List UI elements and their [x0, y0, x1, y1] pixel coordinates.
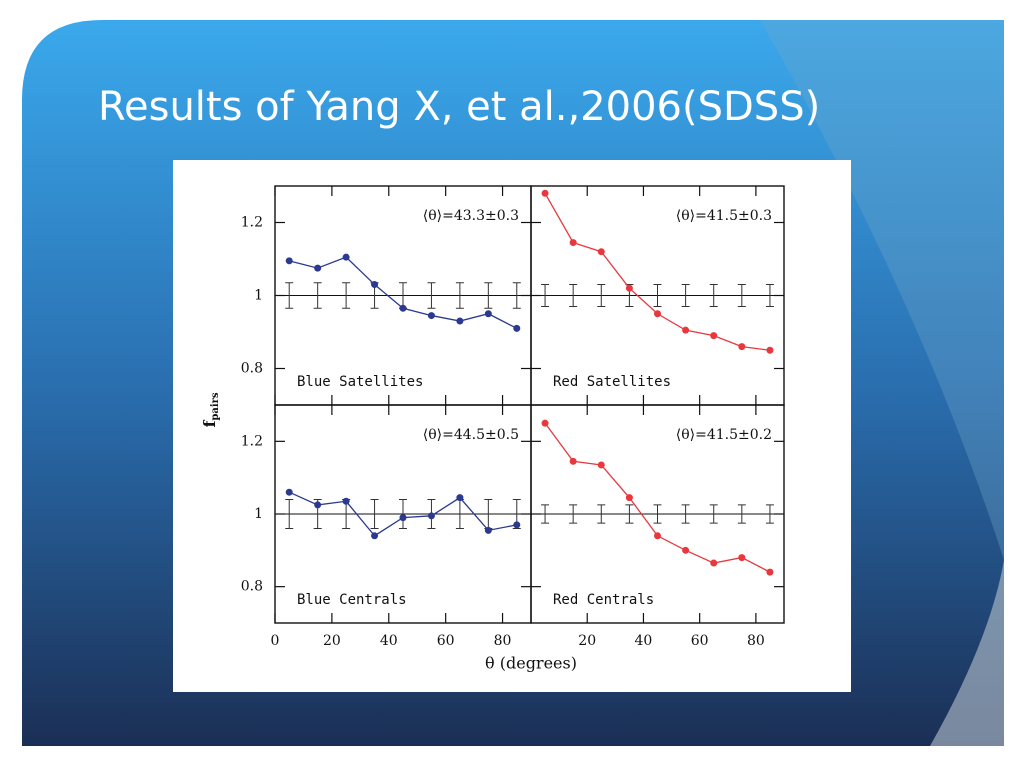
- panel-annotation: ⟨θ⟩=41.5±0.2: [676, 427, 772, 443]
- data-point: [513, 324, 521, 332]
- data-point: [427, 512, 435, 520]
- y-tick-label: 1: [254, 506, 263, 522]
- x-tick-label: 40: [635, 633, 653, 649]
- panel-label: Red Satellites: [553, 374, 671, 390]
- error-bar: [399, 498, 407, 530]
- panel-annotation: ⟨θ⟩=43.3±0.3: [423, 208, 519, 224]
- data-point: [766, 346, 774, 354]
- data-point: [738, 554, 746, 562]
- x-tick-label: 20: [323, 633, 341, 649]
- error-bar: [653, 284, 662, 307]
- error-bar: [569, 284, 578, 307]
- x-tick-label: 60: [437, 633, 455, 649]
- x-tick-label: 80: [747, 633, 765, 649]
- x-tick-label: 60: [691, 633, 709, 649]
- data-point: [399, 514, 407, 522]
- data-point: [285, 488, 293, 496]
- data-point: [342, 497, 350, 505]
- error-bar: [709, 504, 718, 524]
- panel-label: Blue Satellites: [297, 374, 423, 390]
- data-point: [766, 568, 774, 576]
- y-tick-label: 1: [254, 288, 263, 304]
- error-bar: [484, 282, 493, 309]
- x-axis-label: θ (degrees): [485, 654, 577, 673]
- panel-label: Blue Centrals: [297, 592, 407, 608]
- error-bar: [597, 284, 606, 307]
- error-bar: [653, 504, 662, 524]
- data-point: [371, 532, 379, 540]
- y-tick-label: 1.2: [241, 433, 263, 449]
- error-bar: [427, 282, 436, 309]
- data-point: [513, 521, 521, 529]
- slide-title: Results of Yang X, et al.,2006(SDSS): [98, 84, 820, 130]
- error-bar: [625, 504, 634, 524]
- error-bar: [285, 282, 294, 309]
- error-bar: [541, 504, 550, 524]
- figure-background: [173, 160, 851, 692]
- data-point: [710, 559, 718, 567]
- error-bar: [512, 282, 521, 309]
- y-axis-label: fpairs: [200, 392, 221, 427]
- data-point: [654, 532, 661, 540]
- data-point: [484, 310, 492, 318]
- data-point: [710, 332, 718, 340]
- decor: [930, 560, 1004, 746]
- data-point: [569, 239, 577, 247]
- data-point: [484, 526, 492, 534]
- x-tick-label: 40: [380, 633, 398, 649]
- y-tick-label: 0.8: [241, 361, 263, 377]
- y-tick-label: 1.2: [241, 215, 263, 231]
- y-axis-label-main: f: [200, 420, 219, 428]
- data-point: [314, 264, 322, 272]
- error-bar: [541, 284, 550, 307]
- error-bar: [597, 504, 606, 524]
- data-point: [371, 281, 379, 289]
- data-point: [738, 343, 746, 351]
- error-bar: [569, 504, 578, 524]
- panel-annotation: ⟨θ⟩=44.5±0.5: [423, 427, 519, 443]
- y-axis-label-sub: pairs: [210, 392, 221, 421]
- figure: fpairs θ (degrees) 0.8 1 1.2 ⟨θ⟩=43.3±0.3 Bl…: [200, 185, 785, 673]
- data-point: [625, 494, 633, 502]
- data-point: [625, 284, 633, 292]
- data-point: [569, 457, 577, 465]
- error-bar: [313, 282, 322, 309]
- error-bar: [455, 282, 464, 309]
- data-point: [597, 461, 605, 469]
- panel-label: Red Centrals: [553, 592, 654, 608]
- error-bar: [709, 284, 718, 307]
- data-point: [285, 257, 293, 265]
- data-point: [342, 253, 350, 261]
- decor: [760, 20, 1004, 560]
- y-tick-label: 0.8: [241, 579, 263, 595]
- data-point: [427, 312, 435, 320]
- error-bar: [285, 498, 294, 530]
- error-bar: [342, 282, 351, 309]
- error-bar: [737, 504, 746, 524]
- error-bar: [681, 284, 690, 307]
- error-bar: [737, 284, 746, 307]
- data-point: [314, 501, 322, 509]
- data-point: [541, 189, 549, 197]
- data-point: [682, 546, 690, 554]
- x-tick-label: 20: [578, 633, 596, 649]
- data-point: [456, 317, 464, 325]
- error-bar: [765, 284, 774, 307]
- error-bar: [370, 498, 379, 530]
- data-point: [399, 304, 407, 312]
- data-point: [597, 248, 605, 256]
- x-tick-label: 80: [494, 633, 512, 649]
- data-point: [541, 419, 549, 427]
- error-bar: [765, 504, 774, 524]
- error-bar: [681, 504, 690, 524]
- panel-annotation: ⟨θ⟩=41.5±0.3: [676, 208, 772, 224]
- data-point: [654, 310, 661, 318]
- data-point: [682, 326, 690, 334]
- data-point: [456, 494, 464, 502]
- x-tick-label: 0: [271, 633, 280, 649]
